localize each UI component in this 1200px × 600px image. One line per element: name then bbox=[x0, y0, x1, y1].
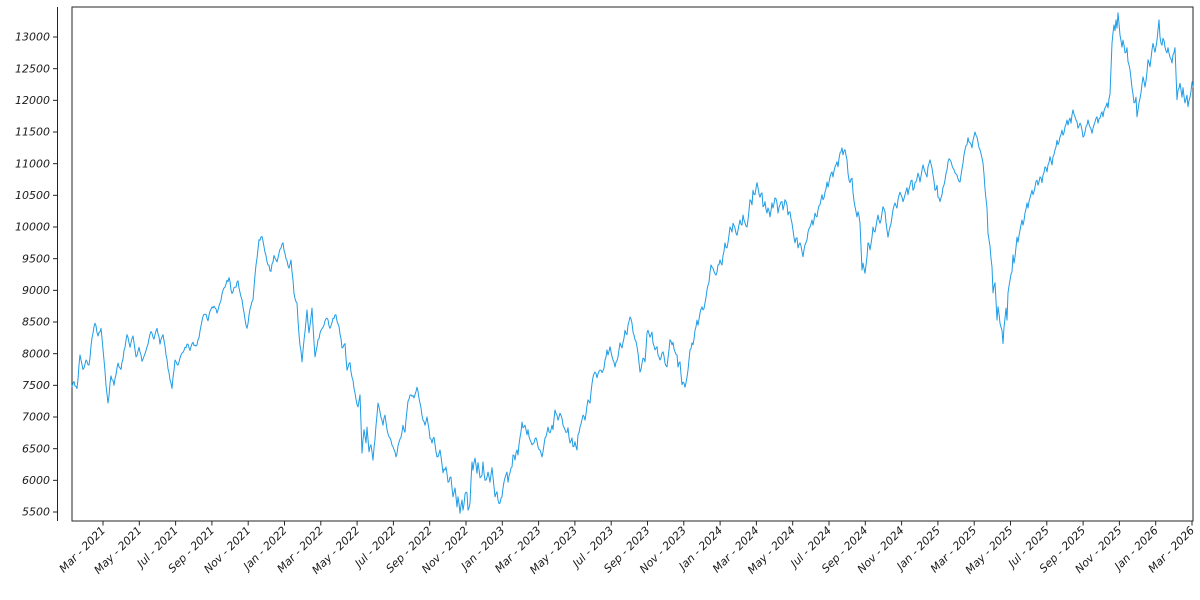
y-tick-label: 8500 bbox=[22, 316, 50, 329]
y-tick-label: 11500 bbox=[15, 126, 50, 139]
y-tick-label: 8000 bbox=[22, 347, 50, 360]
y-axis: 5500 6000 6500 7000 7500 8000 8500 9000 9500 1000… bbox=[15, 7, 58, 521]
y-tick-label: 11000 bbox=[15, 157, 50, 170]
y-tick-label: 5500 bbox=[22, 506, 50, 519]
y-tick-label: 12500 bbox=[15, 62, 50, 75]
y-tick-label: 7500 bbox=[22, 379, 50, 392]
y-tick-label: 6000 bbox=[22, 474, 50, 487]
plot-frame bbox=[71, 6, 1194, 522]
y-tick-label: 9000 bbox=[22, 284, 50, 297]
y-tick-label: 9500 bbox=[22, 252, 50, 265]
y-tick-label: 10000 bbox=[15, 221, 50, 234]
y-tick-label: 12000 bbox=[15, 94, 50, 107]
y-tick-label: 7000 bbox=[22, 411, 50, 424]
y-tick-label: 6500 bbox=[22, 442, 50, 455]
series-line bbox=[71, 12, 1194, 514]
y-tick-label: 10500 bbox=[15, 189, 50, 202]
y-tick-label: 13000 bbox=[15, 31, 50, 44]
